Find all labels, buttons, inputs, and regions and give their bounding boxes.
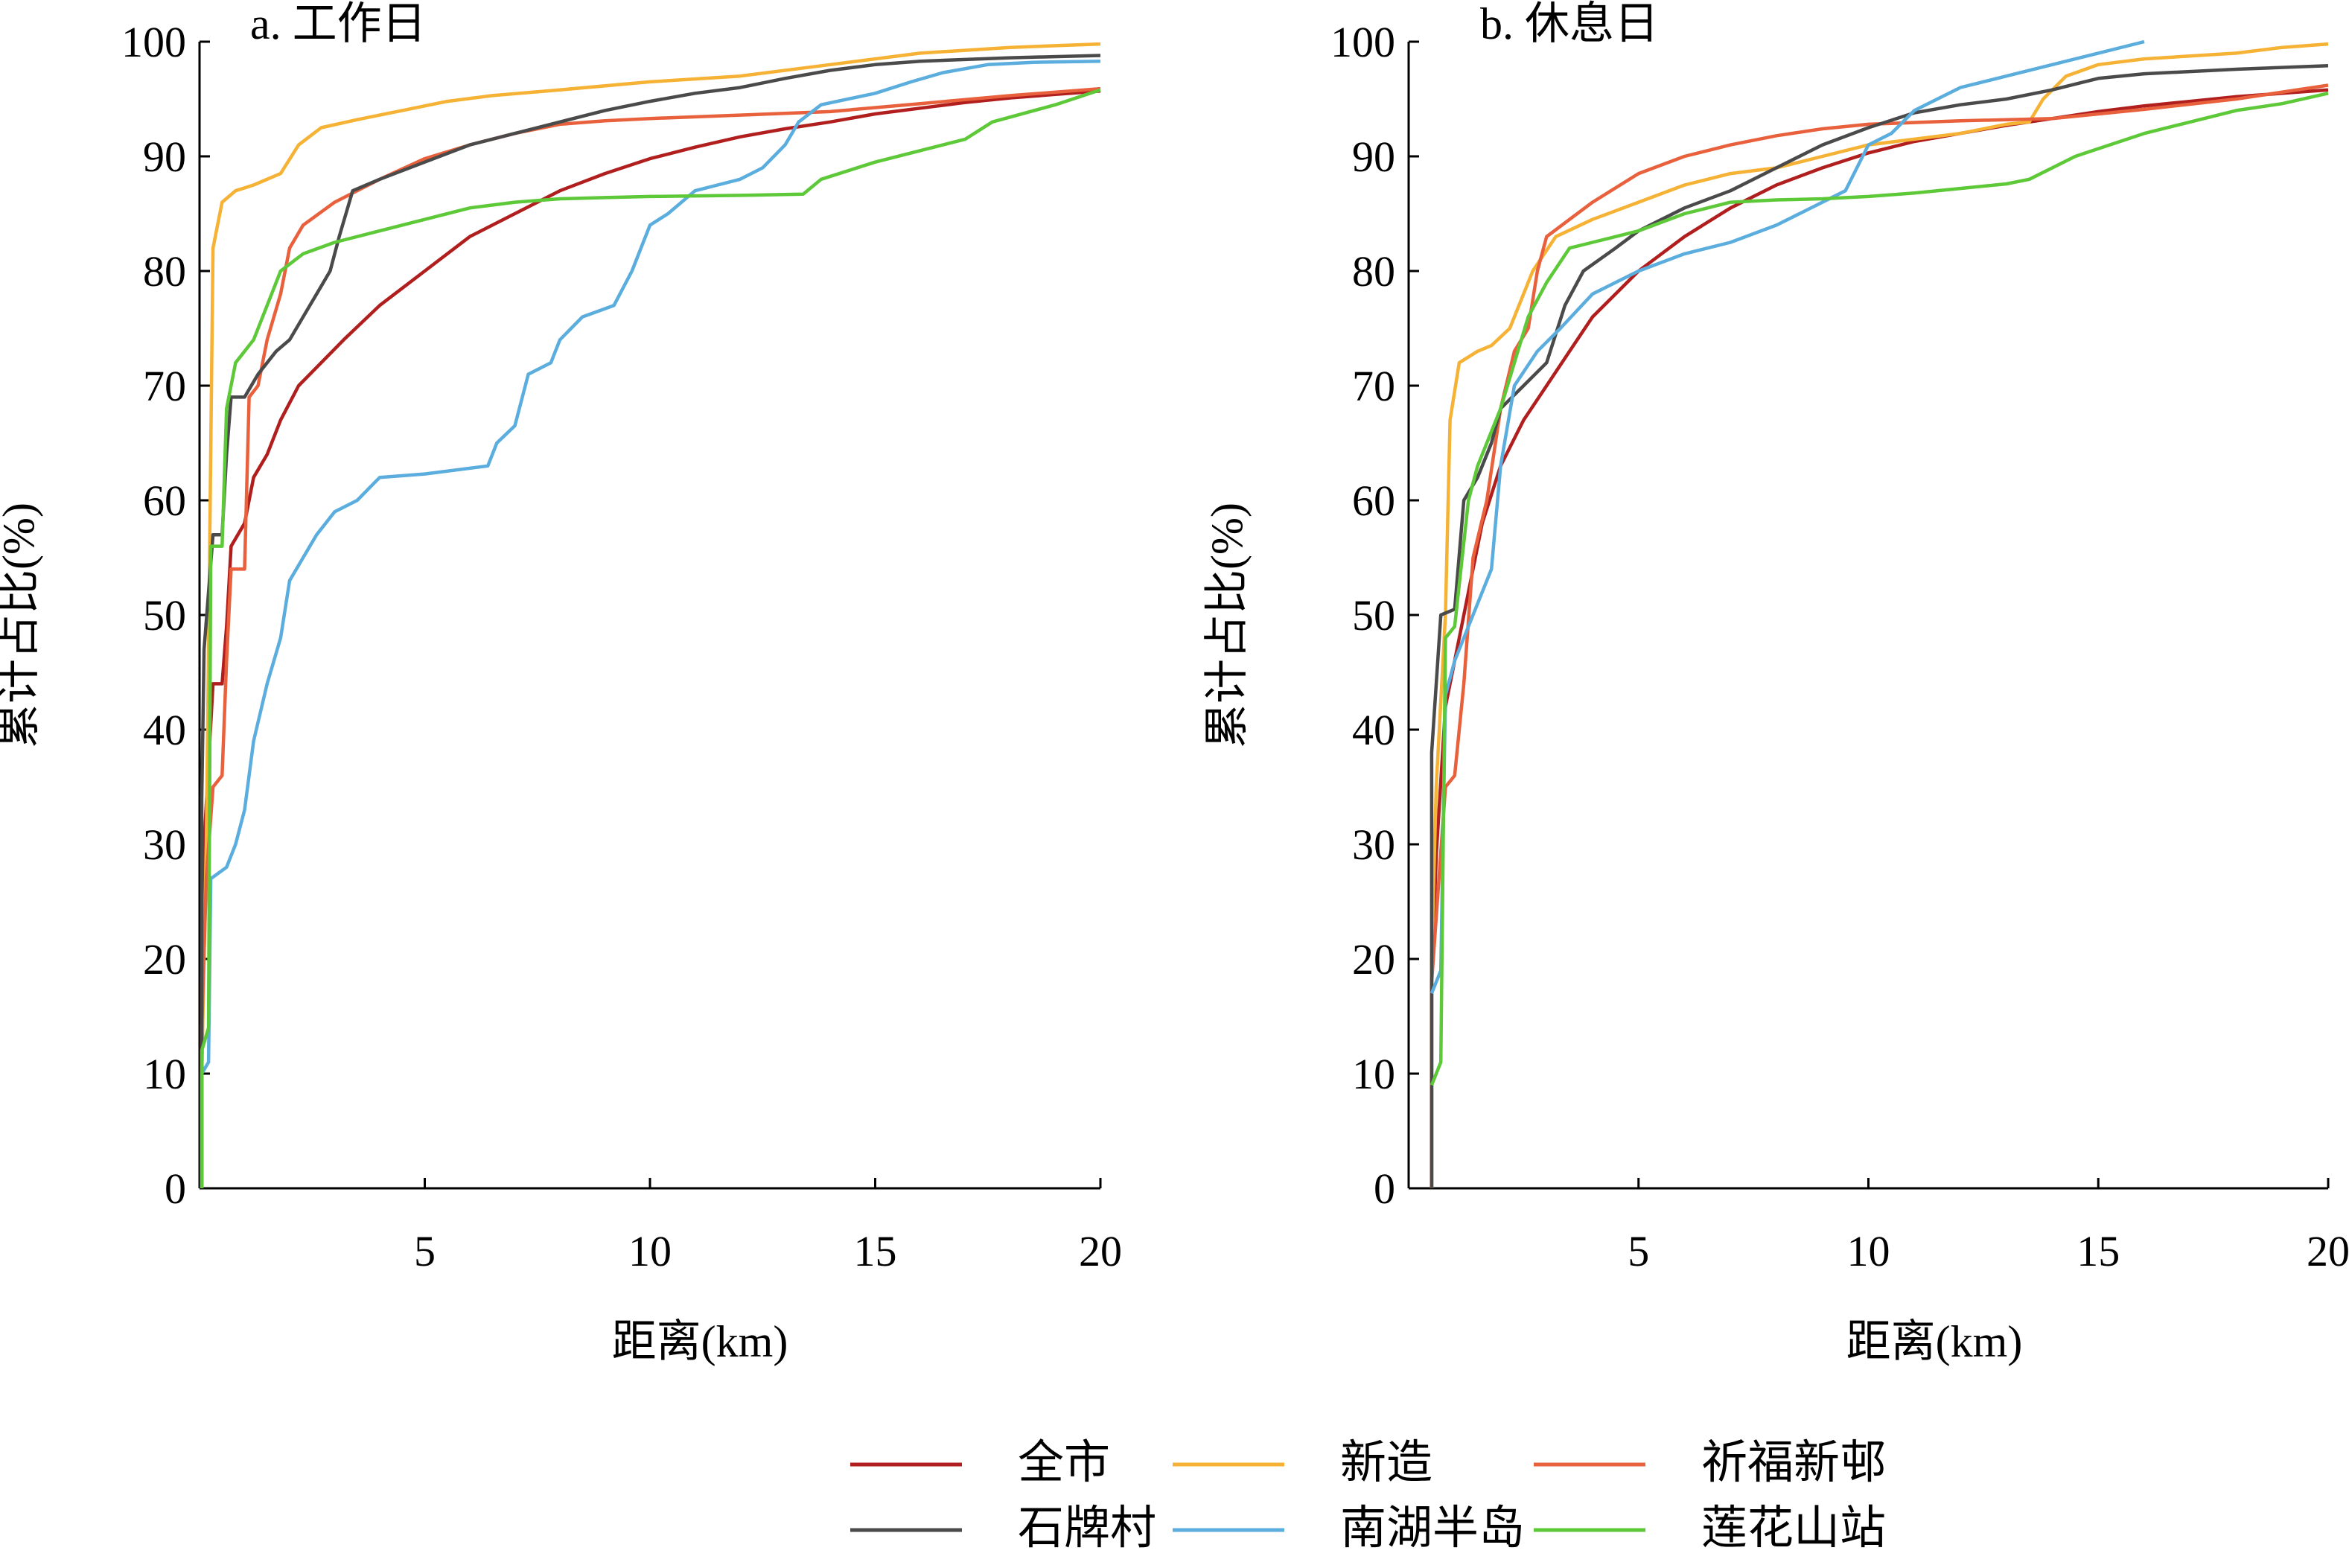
y-tick-label: 10	[1352, 1050, 1395, 1098]
legend-item-莲花山站: 莲花山站	[1534, 1503, 1886, 1554]
y-tick-label: 100	[1330, 18, 1395, 66]
y-tick-label: 30	[143, 820, 186, 869]
y-tick-label: 70	[1352, 362, 1395, 410]
y-tick-label: 80	[1352, 247, 1395, 296]
legend-label: 祈福新邨	[1701, 1438, 1886, 1488]
y-tick-label: 50	[1352, 591, 1395, 640]
y-tick-label: 80	[143, 247, 186, 296]
y-tick-label: 100	[121, 18, 186, 66]
x-tick-label: 5	[1628, 1227, 1649, 1275]
series-line-莲花山站	[200, 88, 1101, 1188]
series-line-石牌村	[1430, 64, 2329, 1188]
series-line-新造	[200, 42, 1101, 1188]
x-tick-label: 5	[414, 1227, 436, 1275]
x-axis-label: 距离(km)	[612, 1317, 788, 1366]
y-tick-label: 30	[1352, 820, 1395, 869]
legend-item-南湖半岛: 南湖半岛	[1173, 1503, 1525, 1554]
series-line-新造	[1430, 42, 2329, 1188]
panel-title: b. 休息日	[1480, 0, 1659, 48]
series-line-全市	[1430, 88, 2329, 1188]
y-tick-label: 20	[1352, 935, 1395, 984]
y-tick-label: 40	[1352, 706, 1395, 754]
legend-item-新造: 新造	[1173, 1438, 1432, 1488]
series-line-南湖半岛	[200, 59, 1101, 1188]
series-line-祈福新邨	[1430, 83, 2329, 1188]
chart-panel-b: 0 10 20 30 40 50 60 70 80 90 100 5 10 15 20 b. 休息日距离(km…	[1202, 0, 2349, 1366]
legend-label: 石牌村	[1018, 1503, 1156, 1554]
legend-item-全市: 全市	[850, 1438, 1110, 1488]
legend-label: 全市	[1018, 1438, 1110, 1488]
panel-title: a. 工作日	[250, 0, 427, 48]
x-tick-label: 20	[1079, 1227, 1122, 1275]
legend-item-祈福新邨: 祈福新邨	[1534, 1438, 1886, 1488]
chart-panel-a: 0 10 20 30 40 50 60 70 80 90 100 5 10 15 20 a. 工作日距离(km…	[0, 0, 1122, 1366]
y-tick-label: 60	[143, 477, 186, 525]
y-tick-label: 90	[143, 133, 186, 181]
y-tick-label: 0	[1374, 1164, 1395, 1213]
series-line-莲花山站	[1430, 92, 2329, 1086]
legend-label: 莲花山站	[1701, 1503, 1886, 1554]
y-tick-label: 50	[143, 591, 186, 640]
x-tick-label: 10	[1847, 1227, 1890, 1275]
y-axis-label: 累计占比(%)	[1202, 503, 1252, 748]
x-tick-label: 15	[2077, 1227, 2120, 1275]
y-tick-label: 10	[143, 1050, 186, 1098]
y-tick-label: 60	[1352, 477, 1395, 525]
y-tick-label: 40	[143, 706, 186, 754]
series-line-全市	[200, 89, 1101, 1188]
legend-label: 新造	[1340, 1438, 1432, 1488]
y-axis-label: 累计占比(%)	[0, 503, 43, 748]
y-tick-label: 20	[143, 935, 186, 984]
y-tick-label: 70	[143, 362, 186, 410]
series-line-祈福新邨	[200, 86, 1101, 1188]
series-line-南湖半岛	[1430, 39, 2145, 995]
x-tick-label: 10	[628, 1227, 672, 1275]
x-tick-label: 20	[2307, 1227, 2349, 1275]
x-axis-label: 距离(km)	[1846, 1317, 2023, 1366]
legend-item-石牌村: 石牌村	[850, 1503, 1156, 1554]
x-tick-label: 15	[854, 1227, 897, 1275]
y-tick-label: 90	[1352, 133, 1395, 181]
y-tick-label: 0	[165, 1164, 186, 1213]
legend-label: 南湖半岛	[1340, 1503, 1525, 1554]
